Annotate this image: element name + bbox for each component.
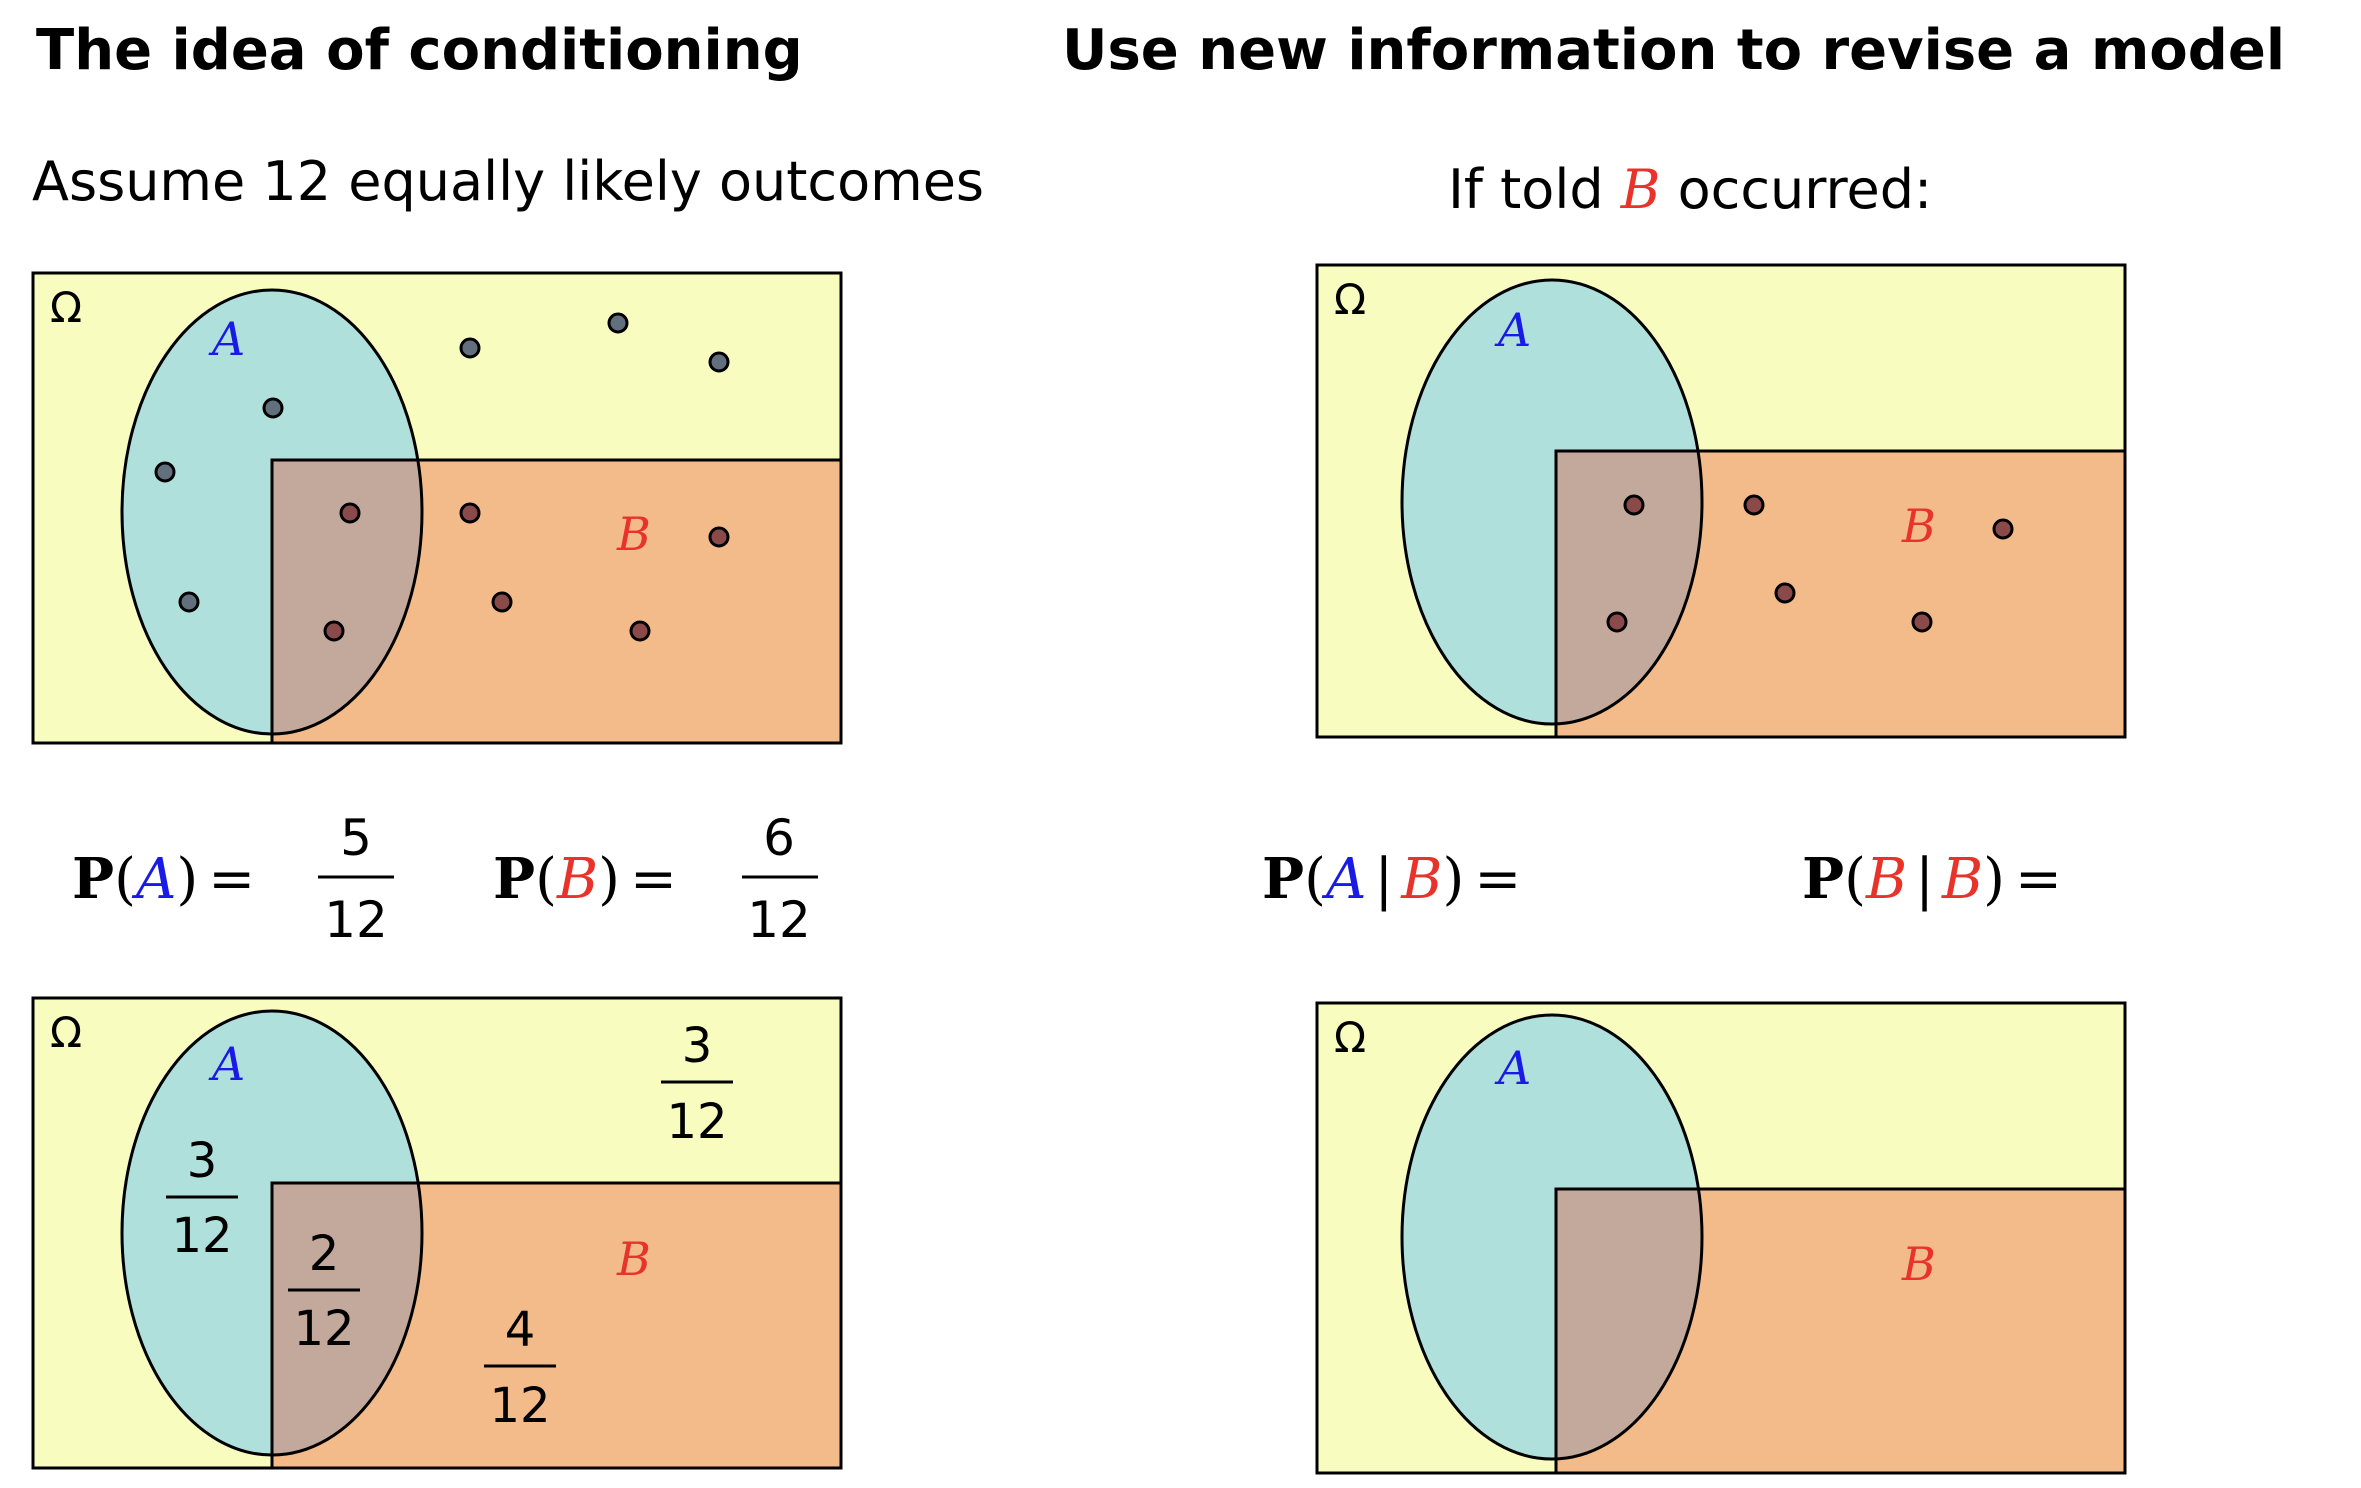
p-a-denominator: 12 (324, 891, 388, 949)
fraction-denominator: 12 (666, 1094, 727, 1150)
equals-sign: = (1474, 847, 1521, 912)
fraction-denominator: 12 (171, 1208, 232, 1264)
omega-label: Ω (50, 283, 82, 332)
venn-diagram-given-b: Ω A B (1315, 263, 2127, 739)
right-caption-event: B (1620, 158, 1661, 221)
fraction-numerator: 3 (682, 1018, 713, 1074)
formula-p-b: P(B) = 6 12 (493, 809, 818, 949)
formula-p-a-given-b: P(A | B) = (1262, 846, 1521, 912)
outcome-point (708, 526, 730, 548)
event-b-label: B (616, 1232, 651, 1286)
svg-text:P(B)=: P(B) = (493, 846, 677, 912)
fraction-numerator: 3 (187, 1133, 218, 1189)
outcome-point (1992, 518, 2014, 540)
given-bar: | (1374, 847, 1393, 912)
outcome-point (607, 312, 629, 334)
outcome-point (1774, 582, 1796, 604)
p-b-denominator: 12 (747, 891, 811, 949)
event-b-symbol: B (1941, 847, 1983, 912)
outcome-point (1606, 611, 1628, 633)
event-a-label: A (208, 312, 245, 366)
outcome-point (178, 591, 200, 613)
fraction-denominator: 12 (293, 1301, 354, 1357)
equals-sign: = (2015, 847, 2062, 912)
svg-text:P(A)=: P(A) = (72, 846, 255, 912)
event-b-label: B (616, 507, 651, 561)
p-a-numerator: 5 (340, 809, 372, 867)
formula-p-a: P(A) = 5 12 (72, 809, 394, 949)
event-b-symbol: B (556, 847, 598, 912)
outcome-point (339, 502, 361, 524)
event-a-label: A (208, 1037, 245, 1091)
fraction-b-only: 4 12 (484, 1302, 556, 1434)
p-operator: P (493, 846, 535, 912)
event-a-symbol: A (131, 847, 176, 912)
equals-sign: = (630, 847, 677, 912)
left-title: The idea of conditioning (36, 18, 803, 83)
given-bar: | (1915, 847, 1934, 912)
outcome-point (323, 620, 345, 642)
outcome-point (708, 351, 730, 373)
fraction-denominator: 12 (489, 1378, 550, 1434)
event-b-label: B (1901, 499, 1936, 553)
omega-label: Ω (1334, 1013, 1366, 1062)
event-a-label: A (1494, 1041, 1531, 1095)
outcome-point (1743, 494, 1765, 516)
outcome-point (1911, 611, 1933, 633)
p-operator: P (1802, 846, 1844, 912)
event-a-label: A (1494, 303, 1531, 357)
outcome-point (491, 591, 513, 613)
event-b-symbol: B (1865, 847, 1907, 912)
p-b-numerator: 6 (763, 809, 795, 867)
omega-label: Ω (50, 1008, 82, 1057)
venn-diagram-blank: Ω A B (1315, 1001, 2127, 1475)
event-b-symbol: B (1400, 847, 1442, 912)
event-a-symbol: A (1321, 847, 1366, 912)
outcome-point (262, 397, 284, 419)
left-caption: Assume 12 equally likely outcomes (32, 150, 985, 213)
p-operator: P (1262, 846, 1304, 912)
outcome-point (629, 620, 651, 642)
right-caption: If told B occurred: (1448, 158, 1932, 221)
right-title: Use new information to revise a model (1062, 18, 2286, 83)
venn-diagram-probabilities: Ω A B 3 12 2 12 4 12 3 12 (31, 996, 843, 1470)
equals-sign: = (208, 847, 255, 912)
probability-formulas: P(A) = 5 12 P(B) = 6 12 P(A | B) = P(B | B) = (72, 809, 2062, 949)
outcome-point (459, 502, 481, 524)
right-caption-prefix: If told (1448, 158, 1621, 221)
fraction-neither: 3 12 (661, 1018, 733, 1150)
venn-diagram-outcomes: Ω A B (31, 271, 843, 745)
fraction-a-and-b: 2 12 (288, 1226, 360, 1357)
right-caption-suffix: occurred: (1660, 158, 1933, 221)
fraction-a-only: 3 12 (166, 1133, 238, 1264)
outcome-point (154, 461, 176, 483)
omega-label: Ω (1334, 275, 1366, 324)
formula-p-b-given-b: P(B | B) = (1802, 846, 2062, 912)
fraction-numerator: 4 (505, 1302, 536, 1358)
outcome-point (459, 337, 481, 359)
event-b-label: B (1901, 1237, 1936, 1291)
outcome-point (1623, 494, 1645, 516)
fraction-numerator: 2 (309, 1226, 340, 1282)
p-operator: P (72, 846, 114, 912)
